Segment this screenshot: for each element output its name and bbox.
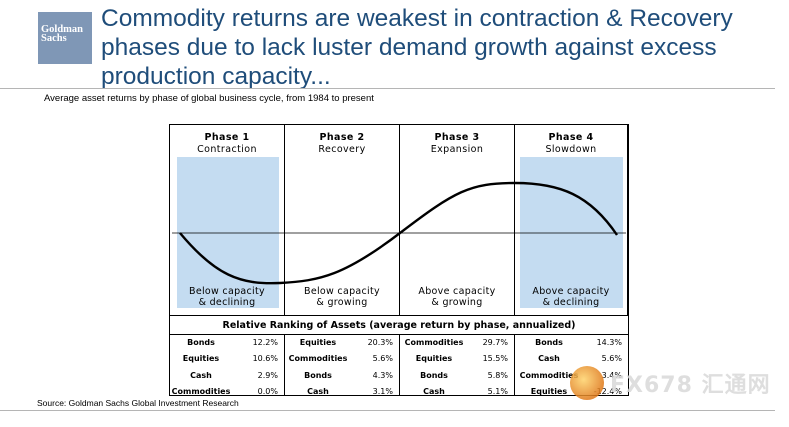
- asset-name: Cash: [307, 386, 329, 396]
- ranking-row: Commodities 5.6%: [285, 351, 399, 367]
- asset-name: Bonds: [420, 370, 448, 380]
- phase-1-caption: Below capacity & declining: [170, 286, 284, 308]
- logo-line-2: Sachs: [41, 33, 67, 44]
- title-divider: [0, 88, 775, 89]
- asset-name: Equities: [415, 354, 453, 364]
- ranking-row: Cash 3.1%: [285, 384, 399, 400]
- phase-2-caption-line-2: & growing: [316, 297, 368, 308]
- chart-subtitle: Average asset returns by phase of global…: [44, 93, 374, 104]
- phase-4-caption: Above capacity & declining: [515, 286, 627, 308]
- asset-return: -12.4%: [593, 386, 622, 396]
- phase-4-shade: [520, 157, 623, 308]
- ranking-row: Bonds 5.8%: [400, 368, 514, 384]
- goldman-sachs-logo: Goldman Sachs: [38, 12, 92, 64]
- asset-name: Equities: [530, 386, 568, 396]
- ranking-column-2: Equities 20.3% Commodities 5.6% Bonds 4.3% …: [285, 335, 400, 396]
- ranking-row: Commodities 0.0%: [170, 384, 284, 400]
- watermark-text: FX678 汇通网: [610, 373, 771, 398]
- phase-3-caption: Above capacity & growing: [400, 286, 514, 308]
- logo-line-1: Goldman: [41, 24, 84, 35]
- cycle-curve-line: [179, 181, 618, 285]
- phase-column-3: Phase 3 Expansion Above capacity & growi…: [400, 125, 515, 315]
- phase-4-name: Phase 4: [548, 132, 594, 143]
- phase-3-header: Phase 3 Expansion: [400, 125, 514, 155]
- asset-name: Equities: [182, 354, 220, 364]
- phase-4-header: Phase 4 Slowdown: [515, 125, 627, 155]
- business-cycle-curve: [172, 181, 626, 285]
- asset-return: 2.9%: [257, 370, 278, 380]
- ranking-header: Relative Ranking of Assets (average retu…: [170, 315, 628, 335]
- asset-return: 5.6%: [372, 354, 393, 364]
- source-note: Source: Goldman Sachs Global Investment …: [37, 398, 239, 408]
- ranking-row: Commodities 29.7%: [400, 335, 514, 351]
- phase-2-name: Phase 2: [319, 132, 365, 143]
- asset-name: Commodities: [519, 370, 579, 380]
- phase-3-caption-line-2: & growing: [431, 297, 483, 308]
- phase-1-caption-line-2: & declining: [198, 297, 256, 308]
- phase-1-header: Phase 1 Contraction: [170, 125, 284, 155]
- slide-title: Commodity returns are weakest in contrac…: [101, 5, 733, 90]
- asset-return: 20.3%: [367, 338, 393, 347]
- phase-2-header: Phase 2 Recovery: [285, 125, 399, 155]
- phase-3-caption-line-1: Above capacity: [418, 286, 496, 297]
- watermark-logo-icon: [570, 366, 604, 400]
- phase-4-caption-line-2: & declining: [542, 297, 600, 308]
- phase-3-name: Phase 3: [434, 132, 480, 143]
- asset-name: Bonds: [304, 370, 332, 380]
- phase-3-label: Expansion: [430, 144, 484, 155]
- asset-return: 10.6%: [252, 354, 278, 364]
- ranking-row: Commodities 3.4%: [515, 368, 628, 384]
- asset-return: 3.1%: [372, 386, 393, 396]
- phase-1-label: Contraction: [197, 144, 257, 155]
- footer-divider: [0, 410, 775, 411]
- ranking-row: Cash 2.9%: [170, 368, 284, 384]
- asset-name: Equities: [299, 338, 337, 347]
- asset-return: 5.8%: [487, 370, 508, 380]
- ranking-row: Equities 20.3%: [285, 335, 399, 351]
- ranking-column-1: Bonds 12.2% Equities 10.6% Cash 2.9% Commod…: [170, 335, 285, 396]
- ranking-row: Equities 15.5%: [400, 351, 514, 367]
- phase-2-label: Recovery: [318, 144, 366, 155]
- ranking-row: Bonds 14.3%: [515, 335, 628, 351]
- asset-name: Cash: [423, 386, 445, 396]
- phase-column-4: Phase 4 Slowdown Above capacity & declin…: [515, 125, 628, 315]
- asset-name: Cash: [538, 354, 560, 364]
- ranking-row: Cash 5.6%: [515, 351, 628, 367]
- phase-4-caption-line-1: Above capacity: [532, 286, 610, 297]
- ranking-row: Bonds 4.3%: [285, 368, 399, 384]
- ranking-row: Equities -12.4%: [515, 384, 628, 400]
- asset-return: 14.3%: [596, 338, 622, 347]
- ranking-row: Equities 10.6%: [170, 351, 284, 367]
- business-cycle-panel: Phase 1 Contraction Below capacity & dec…: [169, 124, 629, 396]
- phase-column-2: Phase 2 Recovery Below capacity & growin…: [285, 125, 400, 315]
- asset-return: 12.2%: [252, 338, 278, 347]
- phase-4-label: Slowdown: [545, 144, 597, 155]
- asset-return: 0.0%: [257, 386, 278, 396]
- phase-1-caption-line-1: Below capacity: [189, 286, 265, 297]
- asset-return: 4.3%: [372, 370, 393, 380]
- asset-name: Bonds: [535, 338, 563, 347]
- phase-1-name: Phase 1: [204, 132, 250, 143]
- asset-return: 5.1%: [487, 386, 508, 396]
- ranking-column-3: Commodities 29.7% Equities 15.5% Bonds 5.8%…: [400, 335, 515, 396]
- asset-return: 29.7%: [482, 338, 508, 347]
- watermark: FX678 汇通网: [570, 366, 771, 400]
- asset-return: 3.4%: [601, 370, 622, 380]
- asset-name: Bonds: [187, 338, 215, 347]
- asset-name: Cash: [190, 370, 212, 380]
- asset-name: Commodities: [171, 386, 231, 396]
- ranking-row: Cash 5.1%: [400, 384, 514, 400]
- asset-return: 5.6%: [601, 354, 622, 364]
- ranking-row: Bonds 12.2%: [170, 335, 284, 351]
- phase-2-caption: Below capacity & growing: [285, 286, 399, 308]
- phase-2-caption-line-1: Below capacity: [304, 286, 380, 297]
- asset-return: 15.5%: [482, 354, 508, 364]
- ranking-column-4: Bonds 14.3% Cash 5.6% Commodities 3.4% Equi…: [515, 335, 628, 396]
- asset-name: Commodities: [288, 354, 348, 364]
- asset-name: Commodities: [404, 338, 464, 347]
